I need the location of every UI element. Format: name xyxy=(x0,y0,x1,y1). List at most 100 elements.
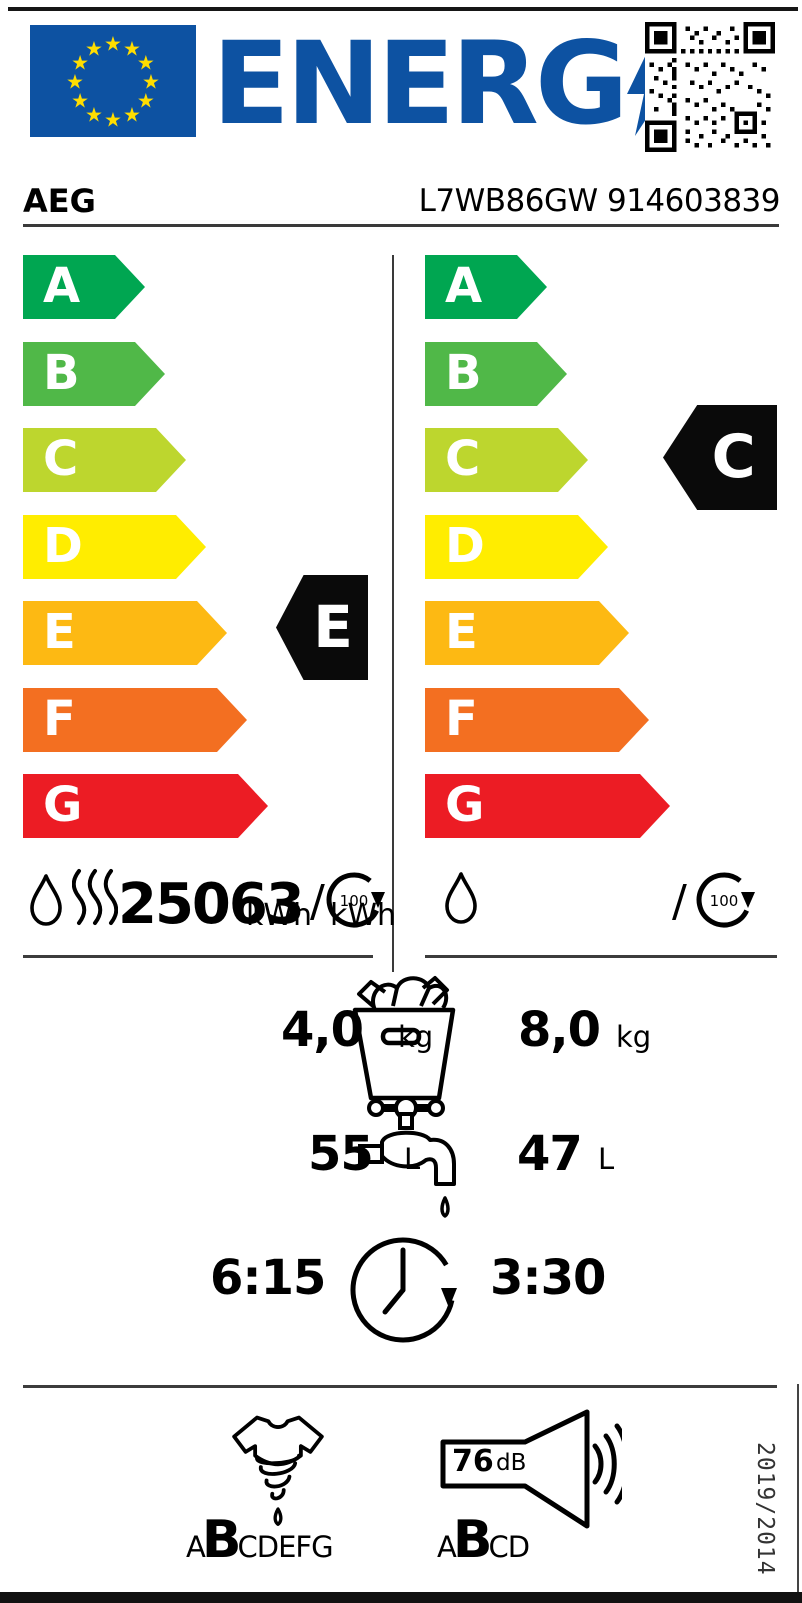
capacity-complete-value: 4,0 xyxy=(281,1002,364,1058)
eu-flag: ★ ★ ★ ★ ★ ★ ★ ★ ★ ★ ★ ★ xyxy=(30,25,196,137)
grade-arrow-right-d: D xyxy=(425,515,608,579)
noise-class-scale: A B CD xyxy=(437,1510,530,1570)
rating-letter-left: E xyxy=(313,593,353,661)
svg-text:★: ★ xyxy=(85,102,103,126)
grade-arrow-right-e: E xyxy=(425,601,629,665)
svg-text:★: ★ xyxy=(137,89,155,113)
section-divider xyxy=(425,955,777,958)
svg-text:★: ★ xyxy=(71,51,89,75)
litre-unit: L xyxy=(598,1142,615,1176)
water-drop-icon xyxy=(30,874,62,926)
energy-complete-cycle: 250 xyxy=(118,872,231,937)
grade-letter: C xyxy=(445,431,481,487)
energy-wash-cycle: 63 xyxy=(228,872,305,937)
water-wash-value: 47 xyxy=(517,1126,583,1182)
svg-text:★: ★ xyxy=(123,37,141,61)
heat-waves-icon xyxy=(72,869,118,925)
kg-unit: kg xyxy=(616,1020,652,1054)
per-100-cycles-icon: 100 xyxy=(326,872,385,928)
spin-class-scale: A B CDEFG xyxy=(186,1510,334,1570)
grade-arrow-left-a: A xyxy=(23,255,145,319)
grade-letter: E xyxy=(43,604,76,660)
cycle-duration-clock-icon xyxy=(350,1237,457,1343)
section-divider xyxy=(23,1385,777,1388)
brand-name: AEG xyxy=(23,182,96,220)
model-number: L7WB86GW 914603839 xyxy=(418,183,781,219)
svg-text:★: ★ xyxy=(104,32,122,56)
grade-letter: B xyxy=(43,345,80,401)
grade-arrow-right-c: C xyxy=(425,428,588,492)
grade-arrow-left-g: G xyxy=(23,774,268,838)
grade-arrow-left-b: B xyxy=(23,342,165,406)
svg-text:★: ★ xyxy=(123,102,141,126)
grade-letter: F xyxy=(445,691,478,747)
kwh-unit: kWh xyxy=(330,898,397,933)
duration-complete-value: 6:15 xyxy=(210,1250,326,1306)
tap-icon xyxy=(358,1096,456,1218)
grade-letter: D xyxy=(43,518,83,574)
per-100-cycles-icon: 100 xyxy=(696,872,755,928)
grade-letter: F xyxy=(43,691,76,747)
header-divider xyxy=(23,224,779,227)
grade-arrow-right-b: B xyxy=(425,342,567,406)
spin-dry-shirt-icon xyxy=(232,1415,324,1526)
bottom-border xyxy=(0,1592,802,1603)
grade-arrow-left-f: F xyxy=(23,688,247,752)
rating-arrow-right: C xyxy=(663,405,777,510)
grade-arrow-right-f: F xyxy=(425,688,649,752)
noise-value: 76 xyxy=(452,1444,494,1479)
grade-letter: A xyxy=(43,258,81,314)
svg-text:★: ★ xyxy=(66,70,84,94)
noise-class-value: B xyxy=(452,1510,493,1570)
svg-text:★: ★ xyxy=(104,108,122,132)
capacity-wash-value: 8,0 xyxy=(518,1002,601,1058)
noise-speaker-icon xyxy=(440,1409,622,1529)
noise-unit: dB xyxy=(496,1450,527,1476)
svg-text:★: ★ xyxy=(71,89,89,113)
energ-logo: ENERG xyxy=(212,17,679,150)
spin-classes-before: A xyxy=(186,1530,206,1564)
grade-letter: E xyxy=(445,604,478,660)
spin-class-value: B xyxy=(201,1510,242,1570)
rating-letter-right: C xyxy=(711,422,756,492)
grade-letter: A xyxy=(445,258,483,314)
rating-arrow-left: E xyxy=(276,575,368,680)
top-border xyxy=(8,7,798,11)
section-divider xyxy=(23,955,373,958)
grade-letter: D xyxy=(445,518,485,574)
grade-arrow-right-g: G xyxy=(425,774,670,838)
qr-code-icon xyxy=(645,22,775,152)
svg-text:100: 100 xyxy=(340,892,369,910)
svg-text:★: ★ xyxy=(142,70,160,94)
svg-text:100: 100 xyxy=(710,892,739,910)
per-slash: / xyxy=(672,876,687,927)
energ-logo-text: ENERG xyxy=(212,17,629,150)
laundry-basket-icon xyxy=(352,976,456,1101)
noise-classes-before: A xyxy=(437,1530,457,1564)
grade-letter: G xyxy=(43,777,83,833)
grade-arrow-right-a: A xyxy=(425,255,547,319)
svg-text:★: ★ xyxy=(85,37,103,61)
grade-arrow-left-d: D xyxy=(23,515,206,579)
grade-letter: G xyxy=(445,777,485,833)
energy-consumption-values: 25063 xyxy=(118,872,305,937)
litre-unit: L xyxy=(404,1142,421,1176)
kwh-unit: kWh xyxy=(246,898,313,933)
grade-arrow-left-e: E xyxy=(23,601,227,665)
grade-arrow-left-c: C xyxy=(23,428,186,492)
column-divider xyxy=(392,255,394,972)
kg-unit: kg xyxy=(398,1020,434,1054)
spin-classes-after: CDEFG xyxy=(237,1530,333,1564)
eu-stars-icon: ★ ★ ★★ ★★ ★★ ★★ ★★ xyxy=(66,32,160,132)
noise-classes-after: CD xyxy=(488,1530,530,1564)
water-complete-value: 55 xyxy=(308,1126,374,1182)
grade-letter: B xyxy=(445,345,482,401)
duration-wash-value: 3:30 xyxy=(490,1250,606,1306)
water-drop-icon xyxy=(445,872,477,924)
right-border xyxy=(797,1384,799,1603)
regulation-number: 2019/2014 xyxy=(752,1442,778,1576)
grade-letter: C xyxy=(43,431,79,487)
svg-text:★: ★ xyxy=(137,51,155,75)
per-slash: / xyxy=(310,876,325,927)
